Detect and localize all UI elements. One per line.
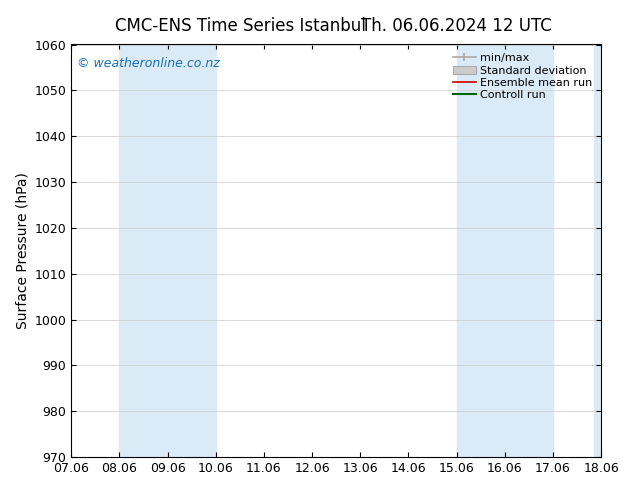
Text: Th. 06.06.2024 12 UTC: Th. 06.06.2024 12 UTC (361, 17, 552, 35)
Text: CMC-ENS Time Series Istanbul: CMC-ENS Time Series Istanbul (115, 17, 366, 35)
Bar (119, 45, 216, 457)
Bar (594, 45, 601, 457)
Text: © weatheronline.co.nz: © weatheronline.co.nz (77, 57, 219, 70)
Bar (456, 45, 553, 457)
Legend: min/max, Standard deviation, Ensemble mean run, Controll run: min/max, Standard deviation, Ensemble me… (450, 50, 595, 103)
Y-axis label: Surface Pressure (hPa): Surface Pressure (hPa) (15, 172, 29, 329)
